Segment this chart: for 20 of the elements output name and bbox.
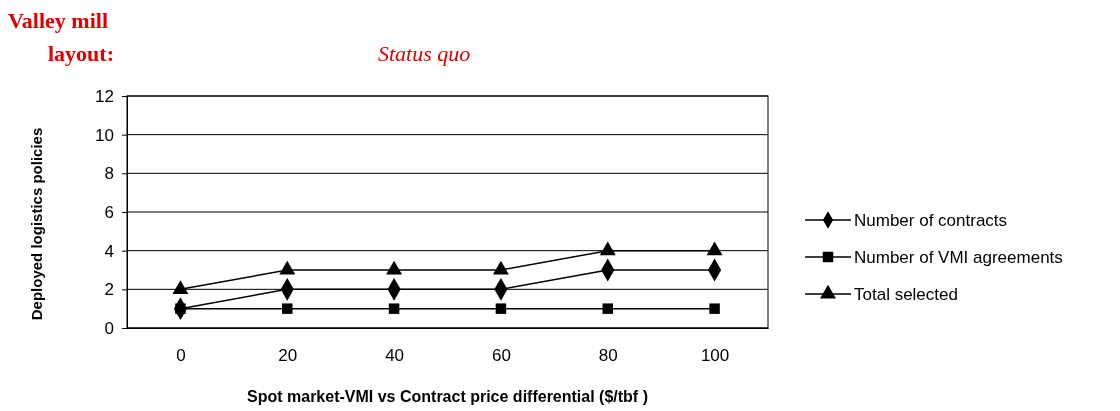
legend-label: Number of VMI agreements	[854, 248, 1063, 267]
x-tick-label: 20	[278, 346, 298, 366]
y-tick-label: 2	[104, 280, 114, 300]
x-tick-label: 40	[385, 346, 405, 366]
x-tick-label: 100	[700, 346, 730, 366]
x-axis-title: Spot market-VMI vs Contract price differential ($/tbf )	[247, 388, 648, 405]
y-axis-title: Deployed logistics policies	[28, 127, 45, 321]
y-tick-label: 8	[104, 164, 114, 184]
x-tick-label: 0	[176, 346, 186, 366]
chart-title: Valley mill layout:	[8, 8, 114, 66]
legend-label: Total selected	[854, 285, 958, 304]
y-tick-label: 4	[104, 241, 114, 261]
y-tick-label: 12	[95, 86, 114, 106]
x-tick-label: 60	[491, 346, 511, 366]
x-tick-label: 80	[598, 346, 618, 366]
y-tick-label: 0	[104, 318, 114, 338]
y-tick-label: 10	[95, 125, 114, 145]
chart-subtitle: Status quo	[378, 41, 471, 66]
y-tick-label: 6	[104, 202, 114, 222]
legend-label: Number of contracts	[854, 211, 1008, 230]
